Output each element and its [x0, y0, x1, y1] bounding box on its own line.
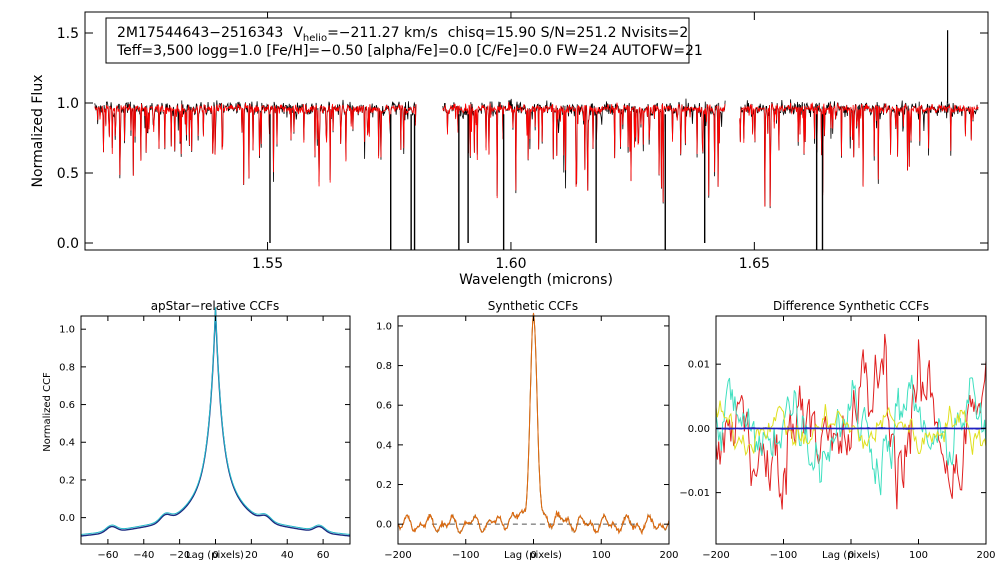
model-spectrum-chip-3 [739, 102, 979, 207]
fit-stats: chisq=15.90 S/N=251.2 Nvisits=2 [448, 25, 689, 41]
spectrum-xlabel: Wavelength (microns) [459, 272, 613, 288]
difference-ccf-diff-2 [716, 374, 986, 496]
apstar-ccf-xtick-label: −60 [97, 550, 118, 561]
apstar-ccf-frame [80, 315, 351, 545]
synthetic-ccf-xtick-label: 0 [530, 550, 536, 561]
spectrum-ytick-label: 1.0 [57, 96, 79, 112]
spectrum-xtick-label: 1.55 [252, 256, 283, 272]
synthetic-ccf-xtick-label: 100 [592, 550, 611, 561]
synthetic-ccf-lines [397, 312, 670, 536]
difference-ccf-xlabel: Lag (pixels) [822, 550, 880, 561]
model-spectrum-chip-1 [94, 103, 417, 187]
difference-ccf-title: Difference Synthetic CCFs [773, 299, 929, 313]
apstar-ccf-title: apStar−relative CCFs [151, 299, 280, 313]
observed-spectrum-chip-3 [739, 99, 979, 209]
difference-ccf-xtick-label: 0 [848, 550, 854, 561]
apstar-ccf-visit-2 [80, 307, 351, 535]
star-id: 2M17544643−2516343 [117, 25, 283, 41]
difference-ccf-ytick-label: −0.01 [679, 488, 710, 499]
spectrum-lines [94, 30, 979, 250]
apstar-ccf-ticks: −60 −40 −20 0 20 40 60 0.0 0.2 0.4 0.6 0.8 1.0 [59, 316, 350, 561]
synthetic-ccf-xtick-label: −100 [452, 550, 479, 561]
model-spectrum-chip-2 [442, 101, 726, 203]
difference-ccf-diff-1 [716, 333, 986, 510]
difference-ccf-diff-3 [716, 400, 986, 457]
apstar-ccf-xtick-label: 0 [212, 550, 218, 561]
apstar-ccf-ytick-label: 0.4 [59, 438, 75, 449]
observed-spectrum-chip-1 [94, 99, 417, 186]
synthetic-ccf-xlabel: Lag (pixels) [504, 550, 562, 561]
difference-ccf-lines [716, 333, 986, 510]
difference-ccf-xtick-label: 200 [976, 550, 995, 561]
synthetic-ccf-title: Synthetic CCFs [488, 299, 578, 313]
synthetic-ccf-ytick-label: 0.2 [376, 480, 392, 491]
synthetic-ccf-xtick-label: −200 [384, 550, 411, 561]
difference-ccf-xtick-label: 100 [909, 550, 928, 561]
spectrum-ylabel: Normalized Flux [30, 75, 46, 188]
vhelio-value: =−211.27 km/s [327, 25, 438, 41]
spectrum-ytick-label: 0.0 [57, 236, 79, 252]
apstar-ccf-ytick-label: 1.0 [59, 325, 75, 336]
apstar-ccf-panel: −60 −40 −20 0 20 40 60 0.0 0.2 0.4 0.6 0.8 1.0 apSta… [42, 299, 351, 561]
spectrum-xtick-label: 1.60 [495, 256, 526, 272]
apstar-ccf-lines [80, 307, 351, 537]
vhelio-subscript: helio [303, 33, 327, 44]
annotation-line-2: Teff=3,500 logg=1.0 [Fe/H]=−0.50 [alpha/… [116, 43, 703, 59]
synthetic-ccf-visit-1 [397, 313, 670, 535]
spectrum-ytick-label: 1.5 [57, 26, 79, 42]
apstar-ccf-ytick-label: 0.8 [59, 362, 75, 373]
difference-ccf-panel: −200 −100 0 100 200 −0.01 0.00 0.01 Difference … [679, 299, 995, 561]
apstar-ccf-xtick-label: 40 [281, 550, 294, 561]
apstar-ccf-ytick-label: 0.2 [59, 475, 75, 486]
synthetic-ccf-panel: −200 −100 0 100 200 0.0 0.2 0.4 0.6 0.8 1.0 Synthe… [376, 299, 678, 561]
apstar-ccf-ytick-label: 0.6 [59, 400, 75, 411]
apstar-ccf-ylabel: Normalized CCF [42, 372, 53, 452]
spectrum-ticks: 1.55 1.60 1.65 0.0 0.5 1.0 1.5 [57, 12, 988, 272]
difference-ccf-ticks: −200 −100 0 100 200 −0.01 0.00 0.01 [679, 316, 996, 561]
synthetic-ccf-frame [397, 315, 670, 545]
spectrum-annotation-box: 2M17544643−2516343 Vhelio=−211.27 km/s chi… [105, 17, 703, 64]
spectrum-xtick-label: 1.65 [739, 256, 770, 272]
synthetic-ccf-ytick-label: 0.6 [376, 401, 392, 412]
difference-ccf-xtick-label: −200 [702, 550, 729, 561]
apstar-ccf-xtick-label: −20 [169, 550, 190, 561]
vhelio-label: V [293, 25, 303, 41]
synthetic-ccf-ytick-label: 1.0 [376, 321, 392, 332]
apstar-ccf-ytick-label: 0.0 [59, 513, 75, 524]
synthetic-ccf-ytick-label: 0.0 [376, 520, 392, 531]
synthetic-ccf-ticks: −200 −100 0 100 200 0.0 0.2 0.4 0.6 0.8 1.0 [376, 316, 679, 561]
apstar-ccf-xtick-label: 60 [317, 550, 330, 561]
spectrum-ytick-label: 0.5 [57, 166, 79, 182]
apstar-ccf-xtick-label: 20 [245, 550, 258, 561]
difference-ccf-ytick-label: 0.00 [688, 424, 710, 435]
difference-ccf-xtick-label: −100 [770, 550, 797, 561]
synthetic-ccf-ytick-label: 0.8 [376, 361, 392, 372]
annotation-line-1: 2M17544643−2516343 Vhelio=−211.27 km/s chi… [117, 25, 688, 44]
apstar-ccf-xlabel: Lag (pixels) [186, 550, 244, 561]
spectrum-panel: 1.55 1.60 1.65 0.0 0.5 1.0 1.5 2M17544643−2516… [30, 11, 989, 288]
synthetic-ccf-ytick-label: 0.4 [376, 440, 392, 451]
apstar-ccf-visit-1 [80, 308, 351, 537]
synthetic-ccf-xtick-label: 200 [659, 550, 678, 561]
annotation-frame [105, 17, 690, 64]
apstar-ccf-xtick-label: −40 [133, 550, 154, 561]
spectrum-frame [84, 11, 989, 251]
difference-ccf-ytick-label: 0.01 [688, 360, 710, 371]
synthetic-ccf-visit-2 [397, 312, 670, 536]
